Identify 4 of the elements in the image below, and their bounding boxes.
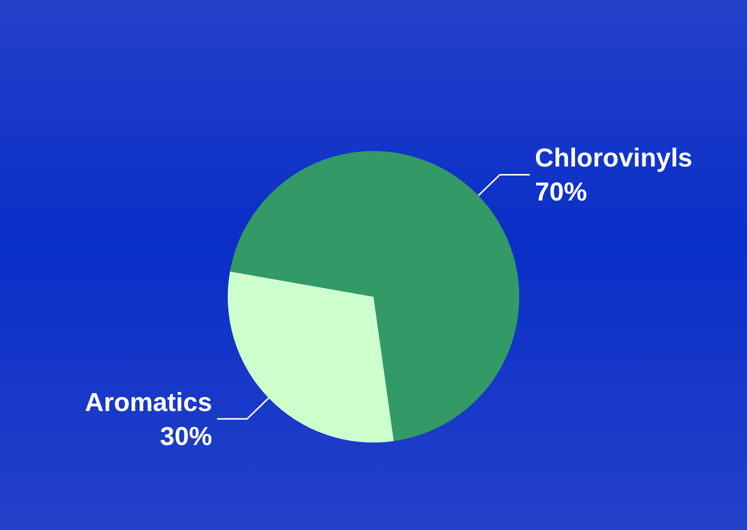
data-label: 70% (534, 176, 587, 207)
slice-label: Aromatics (84, 386, 212, 417)
slice-label: Chlorovinyls (534, 142, 692, 173)
data-label: 30% (160, 420, 212, 451)
